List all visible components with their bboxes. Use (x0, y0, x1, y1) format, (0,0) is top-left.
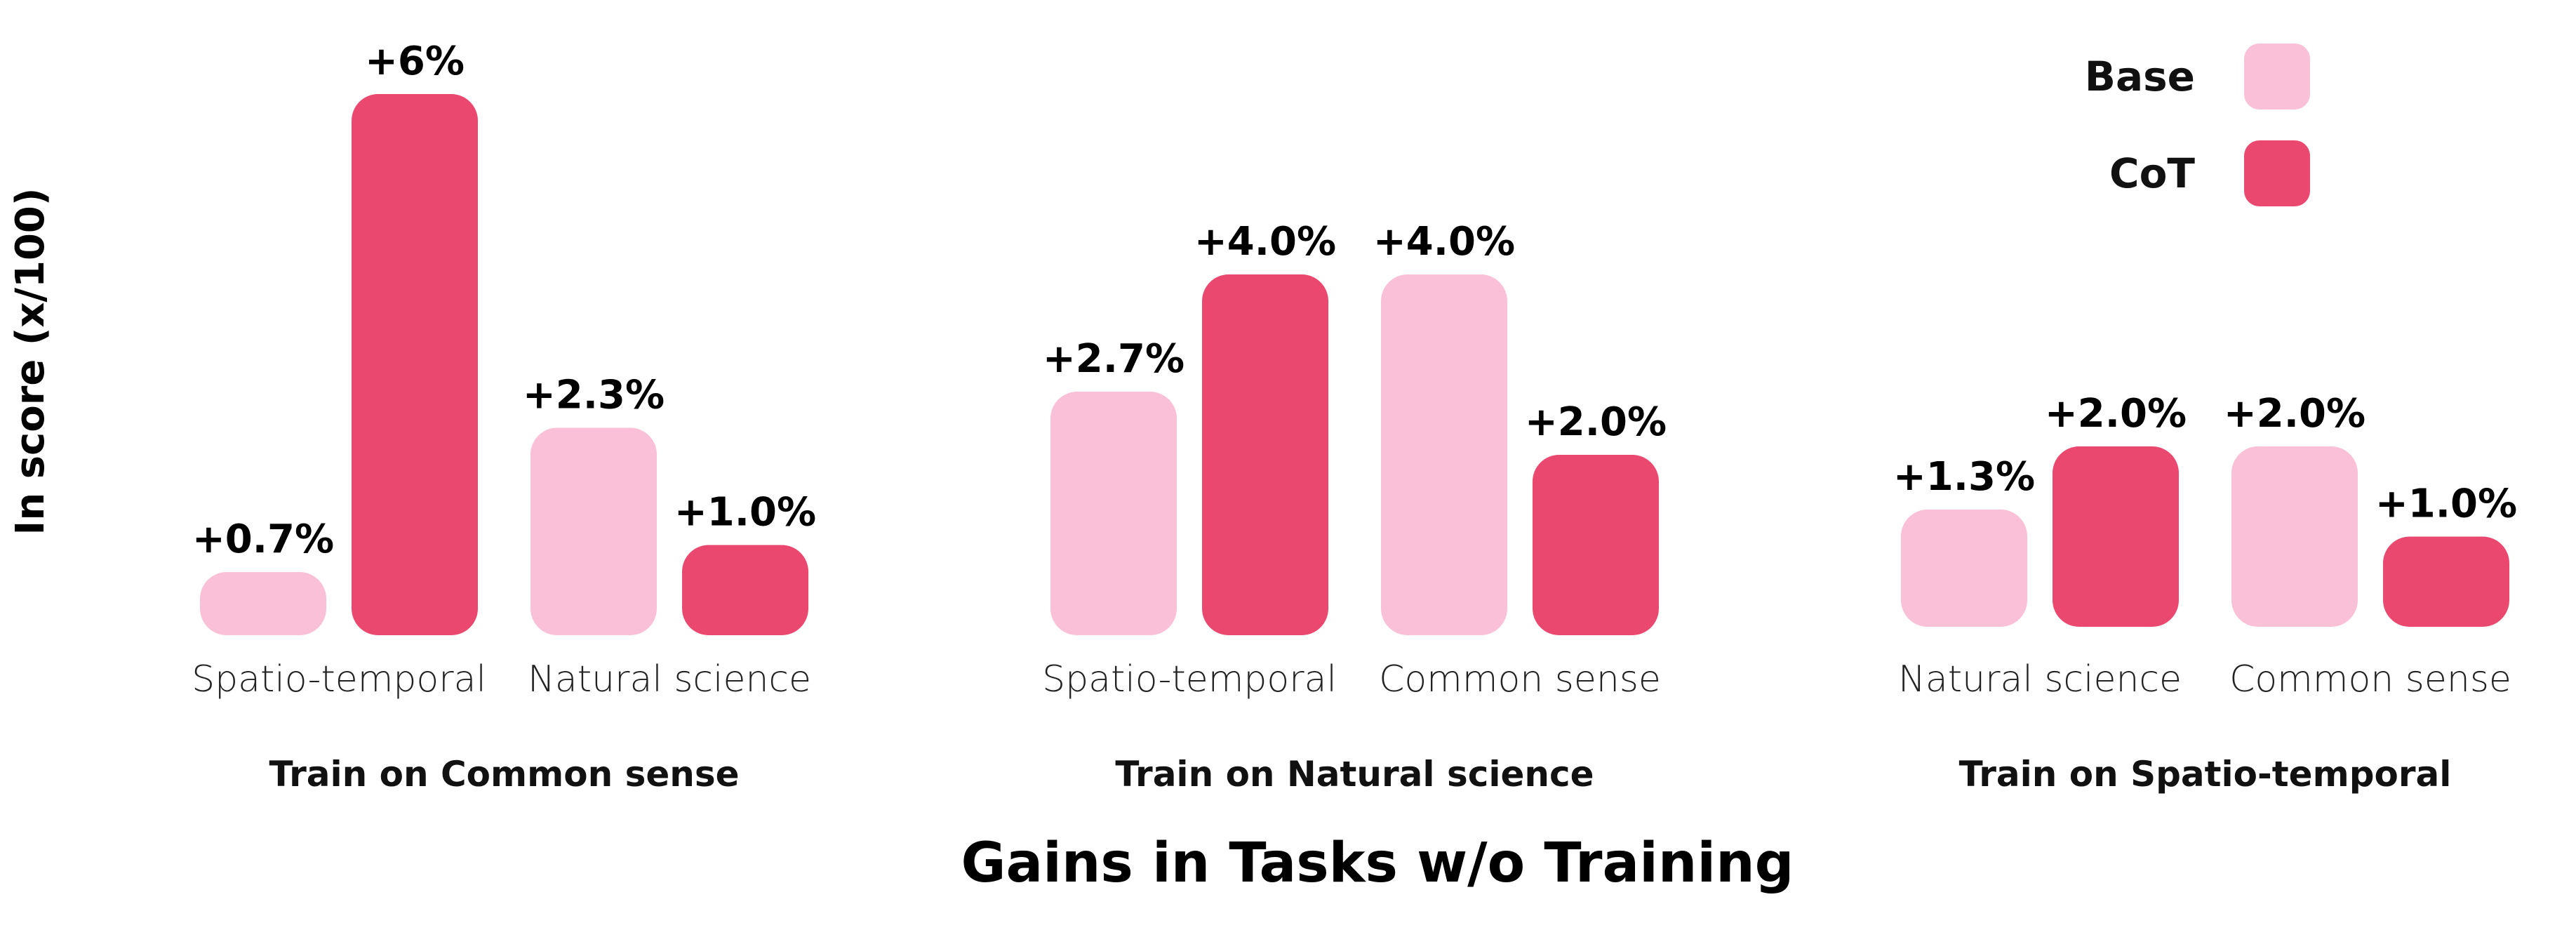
data-label-train-on-spatio-temporal-natural-science-cot: +2.0% (2045, 391, 2187, 437)
bar-train-on-natural-science-common-sense-cot (1533, 455, 1659, 635)
bar-train-on-common-sense-natural-science-cot (682, 545, 808, 635)
data-label-train-on-natural-science-spatio-temporal-base: +2.7% (1043, 336, 1184, 382)
category-label-train-on-natural-science-common-sense: Common sense (1379, 658, 1661, 700)
y-axis-label: In score (x/100) (8, 188, 53, 536)
data-label-train-on-natural-science-common-sense-cot: +2.0% (1525, 399, 1667, 445)
data-label-train-on-spatio-temporal-natural-science-base: +1.3% (1893, 454, 2035, 500)
legend-label-cot: CoT (2109, 150, 2195, 197)
data-label-train-on-natural-science-spatio-temporal-cot: +4.0% (1194, 219, 1336, 265)
data-label-train-on-common-sense-natural-science-base: +2.3% (523, 372, 665, 418)
category-label-train-on-common-sense-natural-science: Natural science (528, 658, 811, 700)
bar-train-on-spatio-temporal-common-sense-cot (2383, 536, 2509, 627)
legend-swatch-cot (2244, 140, 2310, 206)
data-label-train-on-natural-science-common-sense-base: +4.0% (1373, 219, 1515, 265)
legend-swatch-base (2244, 44, 2310, 109)
bar-train-on-spatio-temporal-common-sense-base (2231, 446, 2358, 627)
bar-train-on-common-sense-natural-science-base (530, 427, 657, 635)
bar-train-on-natural-science-spatio-temporal-base (1050, 392, 1177, 635)
bar-train-on-spatio-temporal-natural-science-cot (2053, 446, 2179, 627)
bar-train-on-common-sense-spatio-temporal-base (200, 572, 326, 635)
bar-train-on-natural-science-spatio-temporal-cot (1202, 274, 1328, 635)
data-label-train-on-common-sense-natural-science-cot: +1.0% (674, 490, 816, 536)
legend: Base CoT (2085, 44, 2310, 206)
data-label-train-on-spatio-temporal-common-sense-base: +2.0% (2224, 391, 2365, 437)
data-label-train-on-common-sense-spatio-temporal-cot: +6% (365, 39, 465, 84)
group-title-train-on-natural-science: Train on Natural science (1115, 754, 1594, 795)
category-label-train-on-common-sense-spatio-temporal: Spatio-temporal (192, 658, 486, 700)
category-label-train-on-spatio-temporal-natural-science: Natural science (1898, 658, 2182, 700)
chart-title: Gains in Tasks w/o Training (961, 832, 1794, 895)
labels-layer: +0.7% +6% Spatio-temporal +2.3% +1.0% Natural… (192, 39, 2517, 795)
data-label-train-on-common-sense-spatio-temporal-base: +0.7% (192, 517, 334, 562)
bar-train-on-spatio-temporal-natural-science-base (1901, 509, 2027, 627)
category-label-train-on-natural-science-spatio-temporal: Spatio-temporal (1042, 658, 1337, 700)
legend-label-base: Base (2085, 53, 2195, 100)
group-title-train-on-spatio-temporal: Train on Spatio-temporal (1959, 754, 2452, 795)
data-label-train-on-spatio-temporal-common-sense-cot: +1.0% (2375, 481, 2517, 527)
bar-train-on-common-sense-spatio-temporal-cot (352, 94, 478, 635)
bars-layer (200, 94, 2509, 635)
bar-train-on-natural-science-common-sense-base (1381, 274, 1507, 635)
category-label-train-on-spatio-temporal-common-sense: Common sense (2229, 658, 2511, 700)
group-title-train-on-common-sense: Train on Common sense (269, 754, 739, 795)
